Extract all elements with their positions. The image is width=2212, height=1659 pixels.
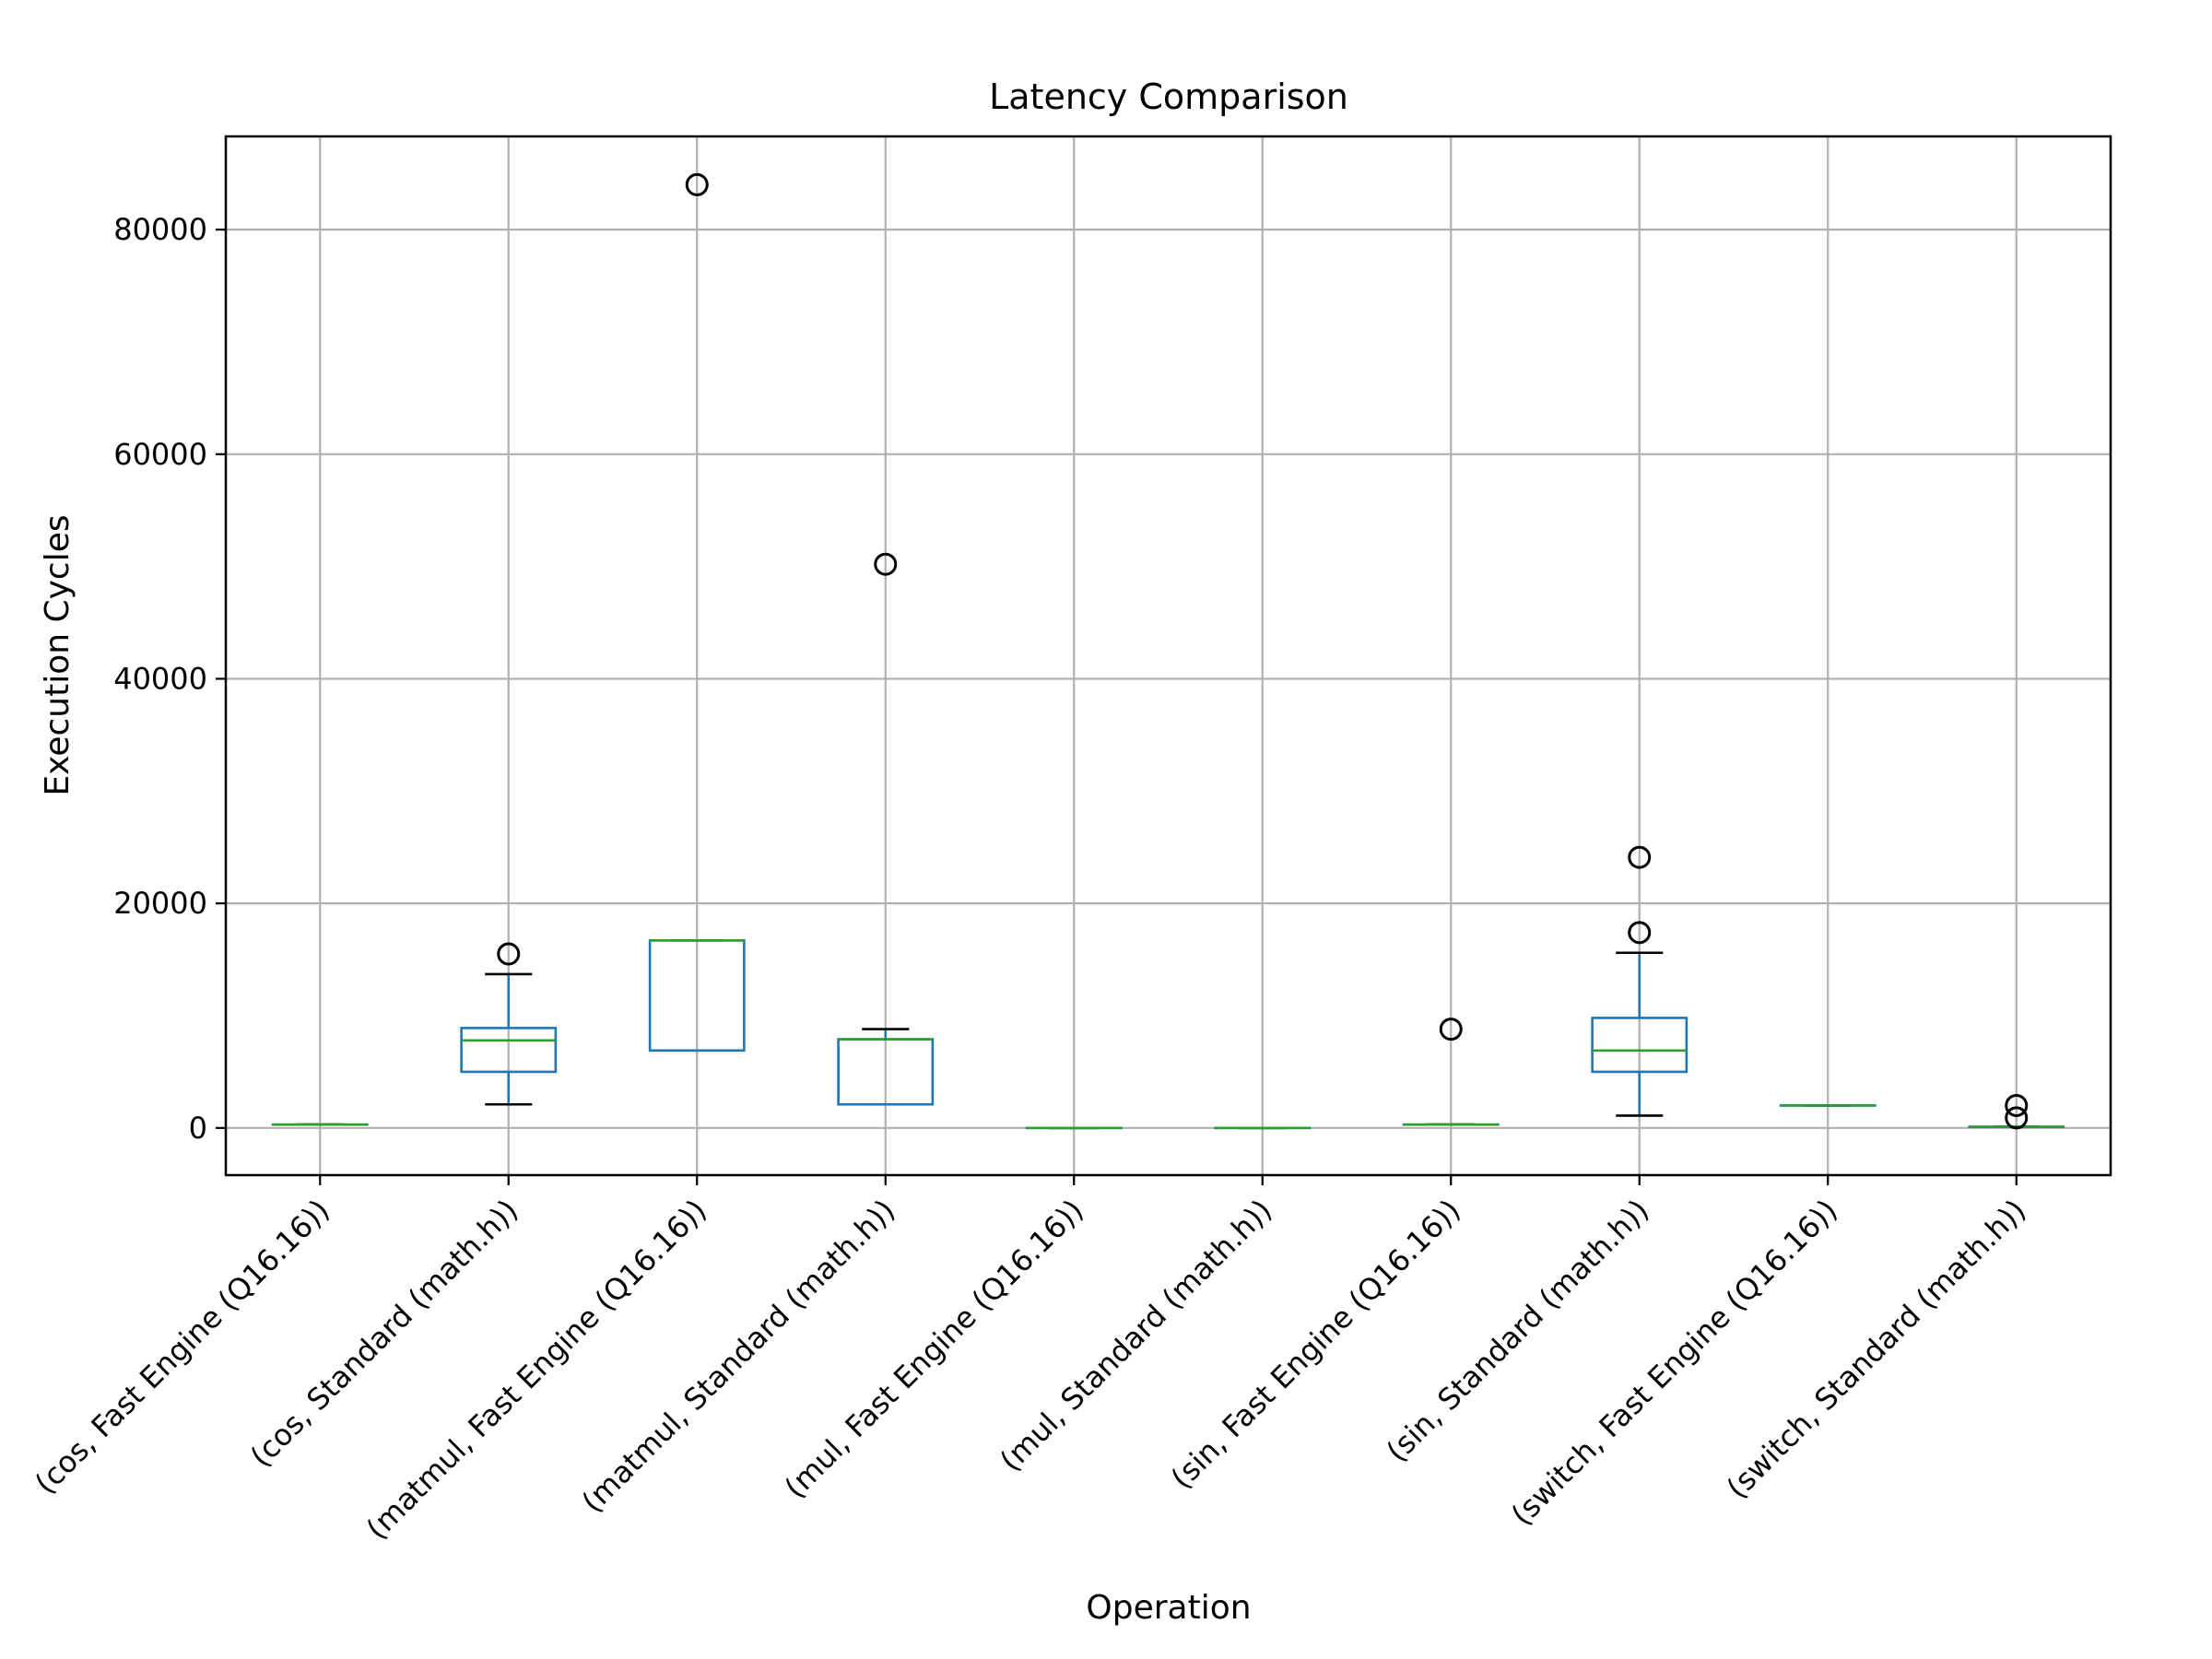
y-tick-label: 60000 xyxy=(113,437,207,472)
box-iqr xyxy=(1591,1017,1688,1074)
y-tick-label: 40000 xyxy=(113,661,207,696)
box-group xyxy=(1402,1018,1500,1126)
plot-frame xyxy=(224,135,2112,1177)
box-group xyxy=(1591,845,1688,1117)
box-group xyxy=(460,942,558,1106)
y-axis-ticks: 0 20000 40000 60000 80000 xyxy=(113,212,226,1146)
box-group xyxy=(837,552,935,1106)
y-tick-label: 20000 xyxy=(113,886,207,921)
chart-title: Latency Comparison xyxy=(989,76,1348,117)
outlier-point xyxy=(497,942,521,966)
outlier-point xyxy=(2005,1093,2029,1117)
box-iqr xyxy=(460,1027,558,1074)
outlier-point xyxy=(1439,1018,1463,1041)
outlier-point xyxy=(1628,921,1652,945)
x-axis-label: Operation xyxy=(1086,1589,1251,1627)
outlier-point xyxy=(874,552,898,576)
outlier-point xyxy=(685,172,709,196)
y-axis-label: Execution Cycles xyxy=(39,514,76,795)
y-tick-label: 0 xyxy=(189,1111,207,1146)
y-tick-label: 80000 xyxy=(113,212,207,247)
box-group xyxy=(1968,1093,2065,1130)
box-group xyxy=(648,172,746,1053)
box-series xyxy=(271,172,2065,1130)
grid-lines xyxy=(226,136,2111,1175)
outlier-point xyxy=(2005,1106,2029,1130)
outlier-point xyxy=(1628,845,1652,869)
